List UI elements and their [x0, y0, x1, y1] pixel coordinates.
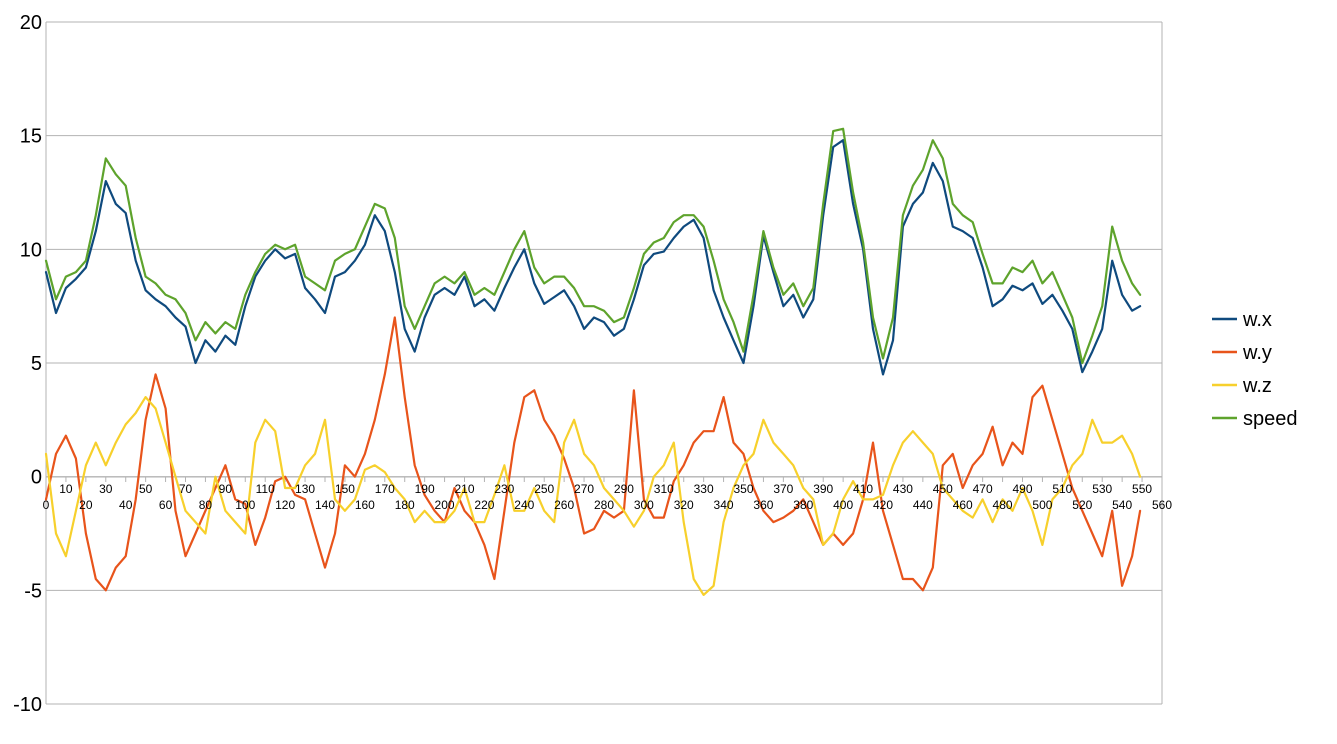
legend: w.x w.y w.z speed [1212, 309, 1298, 430]
series-line-w-z [44, 396, 1142, 597]
x-tick-label: 200 [435, 498, 455, 512]
x-tick-label: 90 [219, 482, 233, 496]
x-tick-label: 10 [59, 482, 73, 496]
x-tick-label: 250 [534, 482, 554, 496]
x-tick-label: 510 [1052, 482, 1072, 496]
series-line-speed [44, 127, 1142, 365]
x-tick-label: 430 [893, 482, 913, 496]
x-tick-label: 220 [474, 498, 494, 512]
x-tick-label: 480 [993, 498, 1013, 512]
y-tick-label: 10 [20, 239, 42, 261]
x-tick-label: 100 [235, 498, 255, 512]
x-tick-label: 520 [1072, 498, 1092, 512]
x-tick-label: 470 [973, 482, 993, 496]
x-tick-label: 140 [315, 498, 335, 512]
x-tick-label: 410 [853, 482, 873, 496]
x-tick-label: 320 [674, 498, 694, 512]
x-tick-labels: 0 10 20 30 40 50 60 70 80 90100110120130140150160… [43, 482, 1173, 512]
y-tick-label: -10 [13, 694, 42, 716]
x-tick-label: 310 [654, 482, 674, 496]
series-line-w-x [44, 139, 1142, 376]
x-tick-label: 160 [355, 498, 375, 512]
x-tick-label: 30 [99, 482, 113, 496]
x-tick-label: 80 [199, 498, 213, 512]
x-tick-label: 460 [953, 498, 973, 512]
y-tick-label: 20 [20, 12, 42, 34]
x-tick-label: 0 [43, 498, 50, 512]
x-tick-label: 280 [594, 498, 614, 512]
axes [45, 476, 1163, 482]
x-tick-label: 360 [753, 498, 773, 512]
x-tick-label: 60 [159, 498, 173, 512]
legend-label: w.z [1242, 375, 1272, 397]
x-tick-label: 420 [873, 498, 893, 512]
series-line-w-y [44, 316, 1142, 592]
x-tick-label: 290 [614, 482, 634, 496]
x-tick-label: 500 [1032, 498, 1052, 512]
legend-label: w.x [1242, 309, 1272, 331]
x-tick-label: 390 [813, 482, 833, 496]
x-tick-label: 540 [1112, 498, 1132, 512]
x-tick-label: 300 [634, 498, 654, 512]
legend-label: speed [1243, 408, 1298, 430]
x-tick-label: 50 [139, 482, 153, 496]
y-tick-label: 15 [20, 126, 42, 148]
x-tick-label: 230 [494, 482, 514, 496]
x-tick-label: 560 [1152, 498, 1172, 512]
x-tick-label: 350 [733, 482, 753, 496]
x-tick-label: 260 [554, 498, 574, 512]
x-tick-label: 340 [714, 498, 734, 512]
series-lines [44, 127, 1142, 597]
x-tick-label: 370 [773, 482, 793, 496]
x-tick-label: 550 [1132, 482, 1152, 496]
x-tick-label: 270 [574, 482, 594, 496]
x-tick-label: 210 [454, 482, 474, 496]
x-tick-label: 400 [833, 498, 853, 512]
x-tick-label: 40 [119, 498, 133, 512]
x-tick-label: 330 [694, 482, 714, 496]
legend-label: w.y [1242, 342, 1272, 364]
x-tick-label: 530 [1092, 482, 1112, 496]
x-tick-label: 150 [335, 482, 355, 496]
y-tick-label: 0 [31, 467, 42, 489]
x-tick-label: 440 [913, 498, 933, 512]
gridlines [45, 21, 1163, 705]
x-tick-label: 190 [415, 482, 435, 496]
x-tick-label: 120 [275, 498, 295, 512]
x-tick-label: 130 [295, 482, 315, 496]
x-tick-label: 110 [256, 482, 275, 496]
x-tick-label: 490 [1012, 482, 1032, 496]
x-tick-label: 450 [933, 482, 953, 496]
y-tick-labels: 20 15 10 5 0 -5 -10 [13, 12, 42, 716]
x-tick-label: 380 [793, 498, 813, 512]
y-tick-label: 5 [31, 353, 42, 375]
x-tick-label: 180 [395, 498, 415, 512]
x-tick-label: 70 [179, 482, 193, 496]
x-tick-label: 20 [79, 498, 93, 512]
x-tick-label: 170 [375, 482, 395, 496]
x-tick-label: 240 [514, 498, 534, 512]
y-tick-label: -5 [24, 580, 42, 602]
